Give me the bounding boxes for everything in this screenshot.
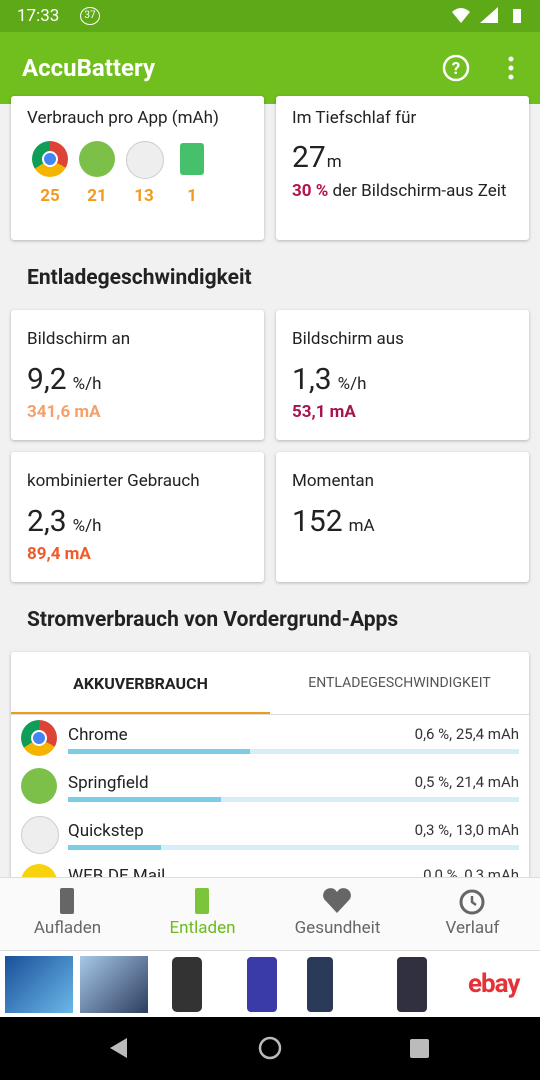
badge: 37 bbox=[80, 7, 100, 25]
unit: %/h bbox=[337, 374, 367, 394]
app-bar: AccuBattery ? bbox=[0, 32, 540, 104]
nav-item[interactable]: Aufladen bbox=[33, 918, 102, 938]
card-title: Im Tiefschlaf für bbox=[292, 108, 417, 128]
label: Momentan bbox=[292, 471, 375, 491]
nav-item[interactable]: Gesundheit bbox=[294, 918, 381, 938]
app-icon bbox=[21, 720, 57, 756]
app-name: Springfield bbox=[68, 773, 149, 793]
unit: mA bbox=[348, 516, 375, 536]
usage-card[interactable]: Verbrauch pro App (mAh) 25 21 13 1 bbox=[11, 96, 264, 240]
nav-item[interactable]: Verlauf bbox=[445, 918, 500, 938]
battery-icon bbox=[180, 143, 204, 175]
value: 27 bbox=[292, 140, 326, 175]
value: 152 bbox=[292, 504, 343, 539]
text: der Bildschirm-aus Zeit bbox=[332, 181, 507, 201]
unit: %/h bbox=[72, 516, 102, 536]
system-nav bbox=[0, 1017, 540, 1080]
app-bar bbox=[68, 797, 519, 802]
divider bbox=[11, 714, 529, 715]
label: Bildschirm an bbox=[27, 329, 131, 349]
ad-image bbox=[307, 957, 333, 1012]
app-stats: 0,6 %, 25,4 mAh bbox=[414, 725, 519, 743]
app-actions[interactable]: ? bbox=[440, 54, 525, 84]
rate-card[interactable]: kombinierter Gebrauch 2,3 %/h 89,4 mA bbox=[11, 452, 264, 582]
apps-card: AKKUVERBRAUCH ENTLADEGESCHWINDIGKEIT Chr… bbox=[11, 652, 529, 892]
app-stats: 0,5 %, 21,4 mAh bbox=[414, 773, 519, 791]
unit: m bbox=[326, 152, 342, 172]
time: 17:33 bbox=[17, 6, 60, 26]
ad-brand: ebay bbox=[468, 969, 520, 999]
ad-banner[interactable]: ebay bbox=[0, 950, 540, 1018]
current: 89,4 mA bbox=[27, 544, 91, 564]
app-bar bbox=[68, 845, 519, 850]
rate-card[interactable]: Momentan 152 mA bbox=[276, 452, 529, 582]
section-title: Entladegeschwindigkeit bbox=[27, 266, 252, 290]
usage-value: 25 bbox=[40, 186, 60, 206]
label: Bildschirm aus bbox=[292, 329, 404, 349]
card-title: Verbrauch pro App (mAh) bbox=[27, 108, 219, 128]
ad-image bbox=[247, 957, 277, 1012]
status-icons bbox=[452, 7, 521, 23]
app-icon bbox=[21, 816, 59, 854]
app-name: Chrome bbox=[68, 725, 128, 745]
system-nav-buttons[interactable] bbox=[0, 1017, 540, 1080]
ad-image bbox=[5, 956, 73, 1013]
svg-text:?: ? bbox=[452, 59, 460, 79]
current: 341,6 mA bbox=[27, 402, 101, 422]
nav-item[interactable]: Entladen bbox=[169, 918, 236, 938]
rate-card[interactable]: Bildschirm an 9,2 %/h 341,6 mA bbox=[11, 310, 264, 440]
value: 2,3 bbox=[27, 504, 67, 539]
status-bar: 17:33 37 bbox=[0, 0, 540, 32]
nav-icon bbox=[323, 888, 351, 913]
tab[interactable]: ENTLADEGESCHWINDIGKEIT bbox=[308, 675, 491, 691]
ad-image bbox=[397, 957, 427, 1012]
springfield-icon bbox=[79, 141, 115, 177]
bottom-nav bbox=[0, 877, 540, 951]
section-title: Stromverbrauch von Vordergrund-Apps bbox=[27, 608, 399, 632]
unit: %/h bbox=[72, 374, 102, 394]
app-bar bbox=[68, 749, 519, 754]
current: 53,1 mA bbox=[292, 402, 356, 422]
percent: 30 % bbox=[292, 181, 329, 201]
quickstep-icon bbox=[126, 141, 164, 179]
value: 9,2 bbox=[27, 362, 67, 397]
app-title: AccuBattery bbox=[22, 54, 156, 82]
app-icon bbox=[21, 768, 57, 804]
usage-value: 21 bbox=[87, 186, 107, 206]
app-stats: 0,3 %, 13,0 mAh bbox=[414, 821, 519, 839]
nav-icon bbox=[459, 889, 485, 915]
value: 1,3 bbox=[292, 362, 332, 397]
chrome-icon bbox=[32, 141, 68, 177]
usage-value: 13 bbox=[134, 186, 154, 206]
tab-indicator bbox=[11, 712, 270, 714]
ad-image bbox=[172, 957, 202, 1012]
tab[interactable]: AKKUVERBRAUCH bbox=[73, 674, 208, 693]
usage-value: 1 bbox=[187, 186, 197, 206]
app-name: Quickstep bbox=[68, 821, 144, 841]
ad-image bbox=[80, 956, 148, 1013]
sleep-card[interactable]: Im Tiefschlaf für 27m 30 % der Bildschir… bbox=[276, 96, 529, 240]
rate-card[interactable]: Bildschirm aus 1,3 %/h 53,1 mA bbox=[276, 310, 529, 440]
label: kombinierter Gebrauch bbox=[27, 471, 200, 491]
nav-icon bbox=[195, 888, 209, 914]
nav-icon bbox=[60, 888, 74, 914]
